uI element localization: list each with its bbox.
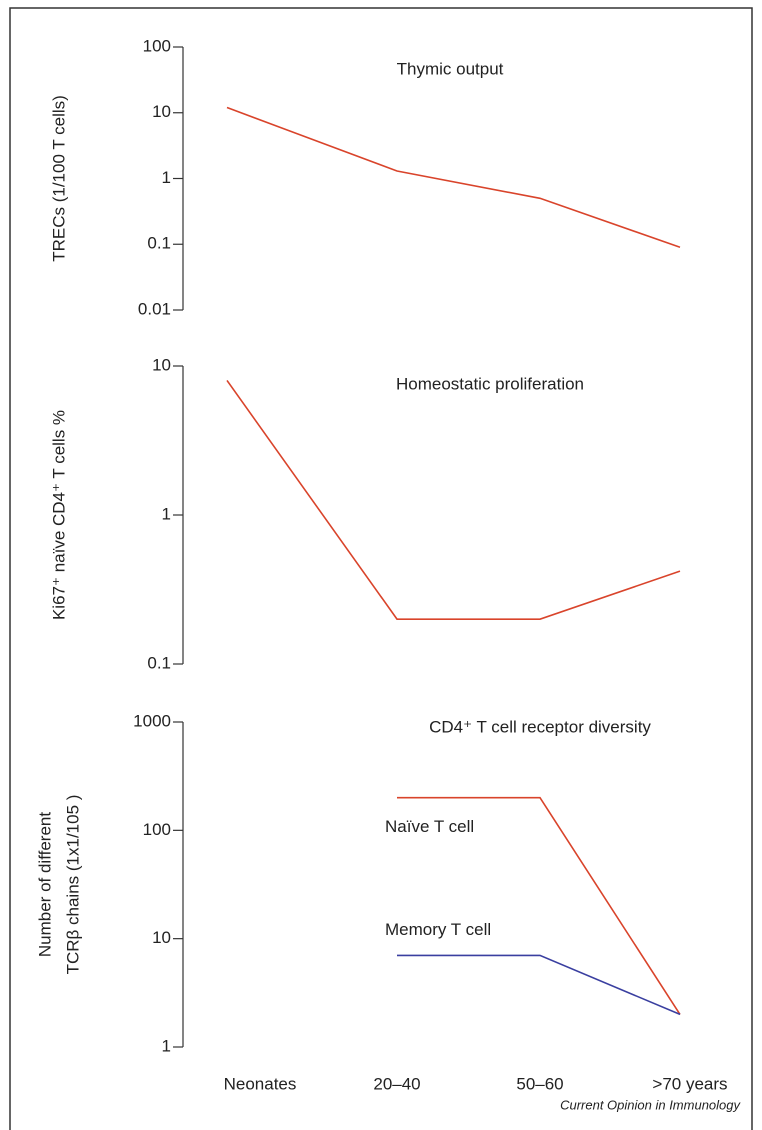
source: Current Opinion in Immunology [560,1097,741,1112]
y-tick-label: 1000 [133,711,171,730]
frame [9,7,753,1130]
series-label: Memory T cell [385,920,491,939]
series-line [397,796,681,1015]
panel-title: Homeostatic proliferation [396,374,584,393]
panel-title: CD4⁺ T cell receptor diversity [429,717,651,736]
y-tick-label: 100 [143,36,171,55]
y-tick-label: 1 [162,504,171,523]
x-tick-label: 20–40 [373,1074,420,1093]
y-tick-label: 10 [152,928,171,947]
series-label: Naïve T cell [385,817,474,836]
series-line [226,106,681,249]
x-tick-label: 50–60 [516,1074,563,1093]
y-tick-label: 0.1 [147,653,171,672]
y-axis-label: Number of different [35,812,54,957]
y-axis-label: TRECs (1/100 T cells) [49,95,68,262]
y-tick-label: 10 [152,355,171,374]
y-axis-label: TCRβ chains (1x1/105 ) [63,795,82,975]
y-tick-label: 0.1 [147,234,171,253]
y-tick-label: 10 [152,102,171,121]
x-tick-label: Neonates [224,1074,297,1093]
series-line [397,954,681,1016]
y-tick-label: 100 [143,820,171,839]
y-tick-label: 1 [162,1036,171,1055]
y-tick-label: 0.01 [138,299,171,318]
y-tick-label: 1 [162,168,171,187]
x-tick-label: >70 years [652,1074,727,1093]
series-line [226,379,681,620]
panel-title: Thymic output [397,59,504,78]
y-axis-label: Ki67⁺ naïve CD4⁺ T cells % [49,410,68,620]
